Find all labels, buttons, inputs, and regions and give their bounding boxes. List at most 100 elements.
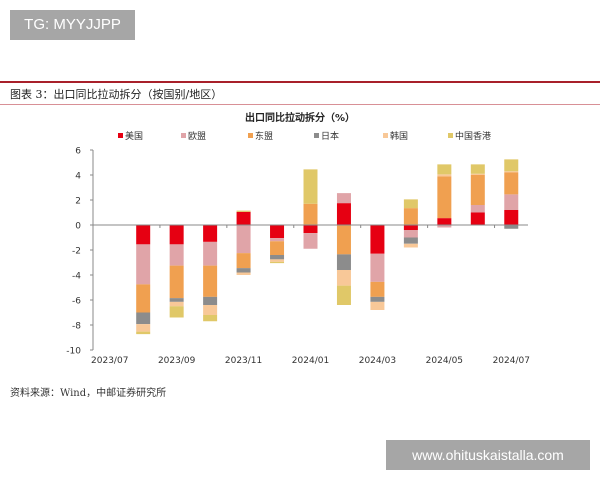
bar-segment [136,312,151,325]
watermark-top: TG: MYYJJPP [10,10,135,40]
y-tick-label: 2 [75,197,81,207]
bar-segment [470,173,485,175]
x-tick-label: 2024/05 [426,356,463,366]
y-tick-label: -10 [66,347,81,357]
title-rule [0,104,600,105]
legend-label: 东盟 [255,130,273,142]
bar-segment [370,225,385,254]
bar-segment [270,255,285,260]
x-tick-label: 2023/09 [158,356,196,366]
y-tick-label: 0 [75,222,81,232]
bar-segment [470,175,485,205]
bar-segment [236,272,251,275]
bar-segment [136,225,151,245]
legend-swatch [118,133,123,138]
bar-segment [437,176,452,219]
bar-segment [336,203,351,225]
bar-segment [169,244,184,266]
bar-segment [136,244,151,285]
bar-segment [236,210,251,212]
legend-swatch [448,133,453,138]
bar-segment [169,306,184,318]
y-tick-label: 4 [75,172,81,182]
bar-segment [236,253,251,269]
bar-segment [203,315,218,322]
bar-segment [336,193,351,204]
bar-segment [169,225,184,245]
bar-segment [504,172,519,195]
x-tick-label: 2024/01 [292,356,329,366]
legend-swatch [314,133,319,138]
bar-segment [169,298,184,302]
x-tick-label: 2024/07 [493,356,530,366]
bar-segment [203,265,218,297]
bar-segment [270,259,285,262]
figure-title: 图表 3：出口同比拉动拆分（按国别/地区） [10,88,223,101]
bar-segment [403,230,418,238]
chart-title: 出口同比拉动拆分（%） [245,111,355,124]
bar-segment [403,208,418,225]
legend-swatch [383,133,388,138]
bar-segment [169,301,184,307]
bar-segment [437,164,452,175]
bar-segment [470,212,485,225]
y-tick-label: -2 [72,247,81,257]
bar-segment [336,270,351,286]
bar-segment [236,225,251,254]
legend-label: 欧盟 [188,130,206,142]
bar-segment [236,268,251,273]
bar-segment [470,164,485,174]
bar-segment [437,218,452,225]
bar-segment [504,159,519,172]
bar-segment [370,301,385,310]
bar-segment [504,171,519,173]
bar-segment [270,238,285,242]
legend-swatch [181,133,186,138]
bar-segment [403,199,418,209]
bar-segment [470,205,485,213]
bar-segment [403,237,418,244]
y-tick-label: -4 [72,272,81,282]
bar-segment [403,243,418,248]
bar-segment [303,225,318,234]
source-note: 资料来源：Wind，中邮证券研究所 [10,388,167,399]
bar-segment [136,324,151,332]
bar-segment [370,281,385,297]
x-tick-label: 2023/11 [225,356,262,366]
bar-segment [270,225,285,239]
bar-segment [203,305,218,315]
bar-segment [370,253,385,282]
bar-segment [336,285,351,305]
bar-segment [236,211,251,225]
x-tick-label: 2024/03 [359,356,396,366]
legend-label: 韩国 [390,130,408,142]
bar-segment [504,225,519,229]
legend-label: 日本 [321,130,339,142]
watermark-bottom: www.ohituskaistalla.com [386,440,590,470]
bar-segment [336,225,351,255]
y-tick-label: -8 [72,322,81,332]
legend-swatch [248,133,253,138]
bar-segment [303,233,318,249]
bar-segment [270,241,285,255]
bar-segment [203,225,218,242]
bar-segment [270,261,285,264]
bar-segment [504,194,519,210]
y-tick-label: 6 [75,147,81,157]
bar-segment [203,241,218,266]
bar-segment [370,296,385,302]
x-tick-label: 2023/07 [91,356,128,366]
bar-segment [437,225,452,228]
bar-segment [303,203,318,225]
bar-segment [303,169,318,204]
bar-segment [336,254,351,270]
bar-segment [437,174,452,177]
bar-segment [136,331,151,335]
legend-label: 美国 [125,130,143,142]
header-rule [0,81,600,83]
bar-segment [203,296,218,305]
bar-segment [136,284,151,313]
y-tick-label: -6 [72,297,81,307]
bar-segment [169,265,184,299]
legend-label: 中国香港 [455,130,491,142]
